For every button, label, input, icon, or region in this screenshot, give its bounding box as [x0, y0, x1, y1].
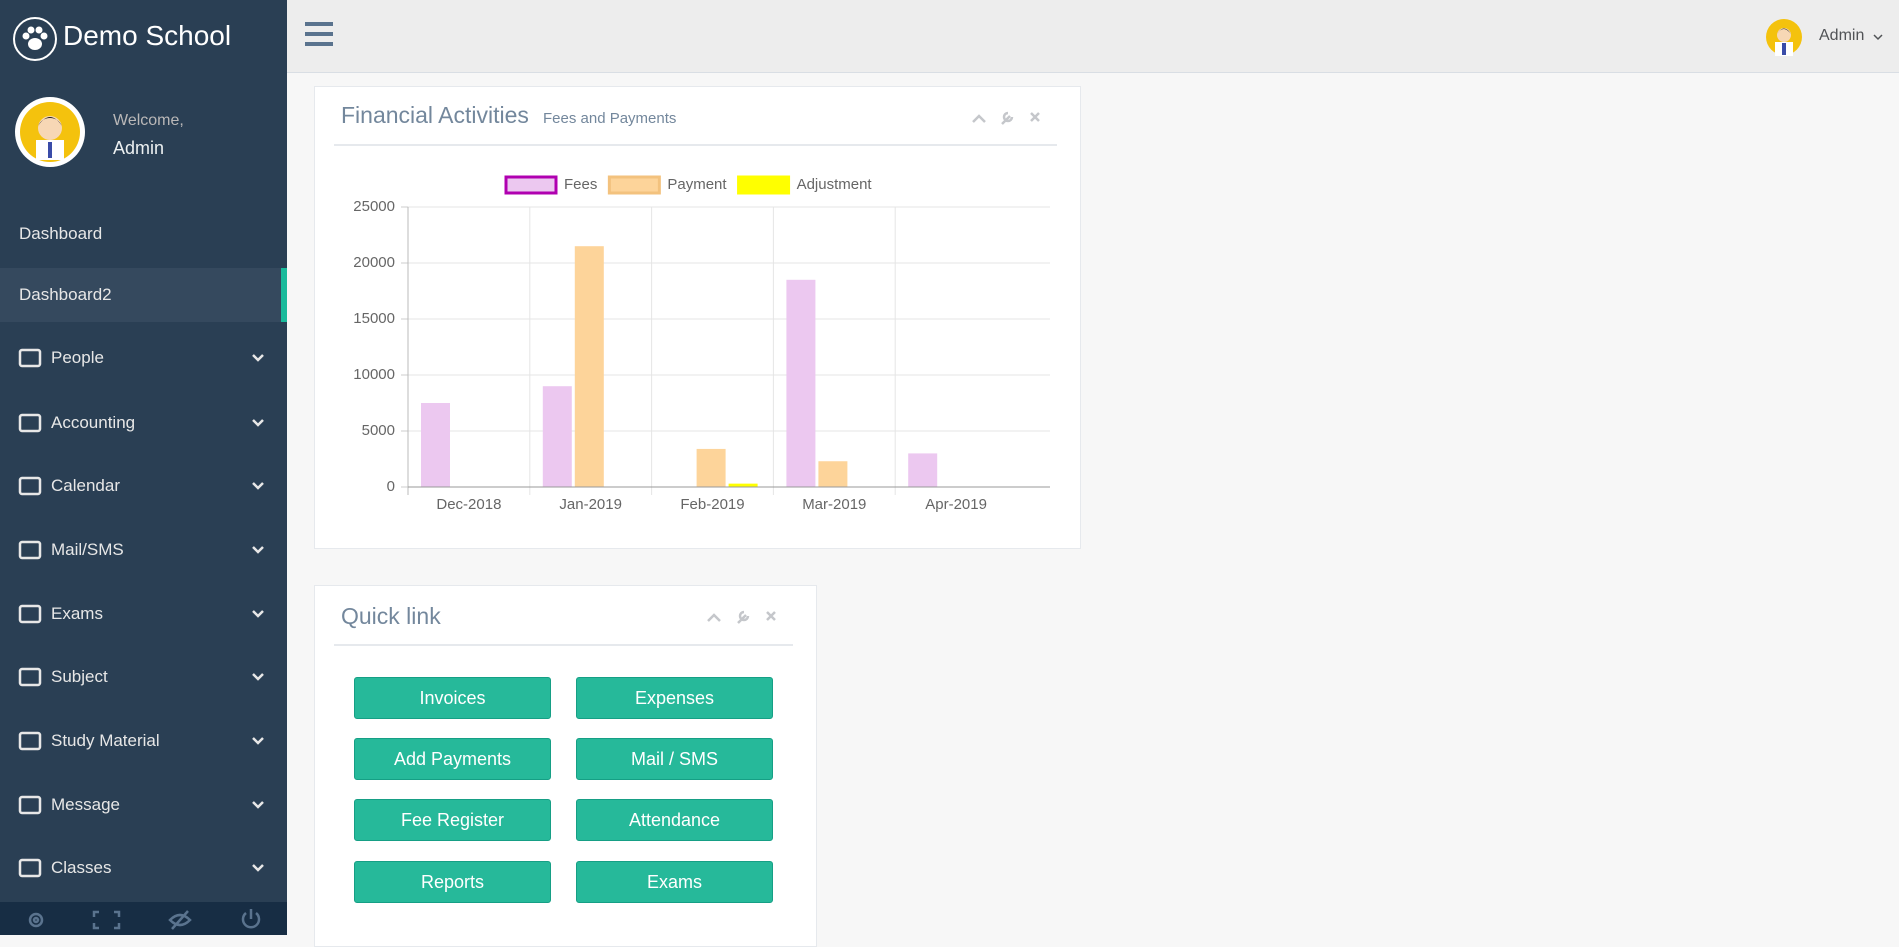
- menu-item[interactable]: Mail/SMS: [0, 523, 287, 577]
- menu-icon: [18, 604, 42, 624]
- y-tick-label: 10000: [353, 366, 395, 383]
- chart-title: Financial Activities: [341, 102, 529, 128]
- menu-icon: [18, 413, 42, 433]
- bar: [786, 279, 816, 487]
- menu-chevron: [252, 737, 264, 745]
- y-tick-label: 20000: [353, 254, 395, 271]
- menu-icon: [18, 858, 42, 878]
- menu-chevron: [252, 482, 264, 490]
- quick-link-button[interactable]: Fee Register: [354, 799, 551, 841]
- legend-swatch: [607, 175, 661, 195]
- menu-label: Study Material: [51, 731, 160, 750]
- sidebar: Demo School Welcome, Admin Dashboard Dash…: [0, 0, 287, 935]
- quick-link-button[interactable]: Attendance: [576, 799, 773, 841]
- y-tick-label: 15000: [353, 310, 395, 327]
- menu-icon: [18, 540, 42, 560]
- legend-swatch: [504, 175, 558, 195]
- legend-label: Adjustment: [797, 176, 873, 193]
- menu-icon: [18, 795, 42, 815]
- quick-link-button[interactable]: Expenses: [576, 677, 773, 719]
- bar: [908, 453, 938, 487]
- brand-logo: [13, 17, 57, 61]
- menu-item[interactable]: People: [0, 331, 287, 385]
- menu-item[interactable]: Dashboard2: [0, 268, 287, 322]
- menu-label: Classes: [51, 858, 112, 877]
- profile-name: Admin: [113, 138, 165, 158]
- menu-label: Dashboard2: [19, 285, 112, 304]
- menu-label: Subject: [51, 667, 108, 686]
- quick-link-button[interactable]: Exams: [576, 861, 773, 903]
- user-caret: [1873, 34, 1883, 41]
- footer-icons: [28, 909, 261, 930]
- bar: [421, 403, 450, 487]
- user-menu[interactable]: Admin: [1819, 27, 1865, 44]
- menu-chevron: [252, 610, 264, 618]
- quick-link-button[interactable]: Mail / SMS: [576, 738, 773, 780]
- menu-chevron: [252, 673, 264, 681]
- menu-item[interactable]: Exams: [0, 587, 287, 641]
- menu-item[interactable]: Dashboard: [0, 207, 287, 261]
- quick-link-button[interactable]: Invoices: [354, 677, 551, 719]
- bar: [542, 386, 572, 487]
- menu-chevron: [252, 546, 264, 554]
- menu-item[interactable]: Study Material: [0, 714, 287, 768]
- menu-label: Dashboard: [19, 224, 103, 243]
- legend-swatch: [737, 175, 791, 195]
- bar: [696, 448, 726, 487]
- bar: [574, 246, 604, 487]
- menu-chevron: [252, 354, 264, 362]
- menu-item[interactable]: Classes: [0, 841, 287, 895]
- x-tick-label: Dec-2018: [436, 496, 501, 513]
- profile-avatar: [15, 97, 85, 167]
- top-bar: Admin: [287, 0, 1899, 73]
- y-tick-label: 0: [387, 478, 395, 495]
- menu-item[interactable]: Message: [0, 778, 287, 832]
- x-tick-label: Apr-2019: [925, 496, 987, 513]
- menu-icon: [18, 348, 42, 368]
- x-tick-label: Jan-2019: [559, 496, 622, 513]
- x-tick-label: Mar-2019: [802, 496, 866, 513]
- menu-toggle[interactable]: [305, 22, 335, 48]
- chart-subtitle: Fees and Payments: [543, 110, 676, 127]
- menu-icon: [18, 476, 42, 496]
- menu-item[interactable]: Calendar: [0, 459, 287, 513]
- quick-link-button[interactable]: Reports: [354, 861, 551, 903]
- menu-label: Calendar: [51, 476, 120, 495]
- menu-chevron: [252, 864, 264, 872]
- legend-label: Payment: [667, 176, 727, 193]
- menu-icon: [18, 667, 42, 687]
- bar: [818, 461, 848, 487]
- y-tick-label: 5000: [362, 422, 395, 439]
- x-tick-label: Feb-2019: [680, 496, 744, 513]
- user-avatar: [1766, 19, 1802, 56]
- menu-label: Exams: [51, 604, 103, 623]
- sidebar-footer: [0, 902, 287, 935]
- quick-link-title: Quick link: [341, 603, 441, 629]
- menu-label: People: [51, 348, 104, 367]
- menu-item[interactable]: Accounting: [0, 396, 287, 450]
- menu-icon: [18, 731, 42, 751]
- menu-chevron: [252, 419, 264, 427]
- legend-label: Fees: [564, 176, 597, 193]
- menu-item[interactable]: Subject: [0, 650, 287, 704]
- menu-label: Mail/SMS: [51, 540, 124, 559]
- bar: [728, 483, 758, 487]
- menu-label: Message: [51, 795, 120, 814]
- quick-link-button[interactable]: Add Payments: [354, 738, 551, 780]
- brand-name: Demo School: [63, 20, 232, 51]
- menu-label: Accounting: [51, 413, 136, 432]
- profile-greeting: Welcome,: [113, 112, 184, 129]
- y-tick-label: 25000: [353, 198, 395, 215]
- panel-tools[interactable]: [707, 111, 1040, 624]
- menu-chevron: [252, 801, 264, 809]
